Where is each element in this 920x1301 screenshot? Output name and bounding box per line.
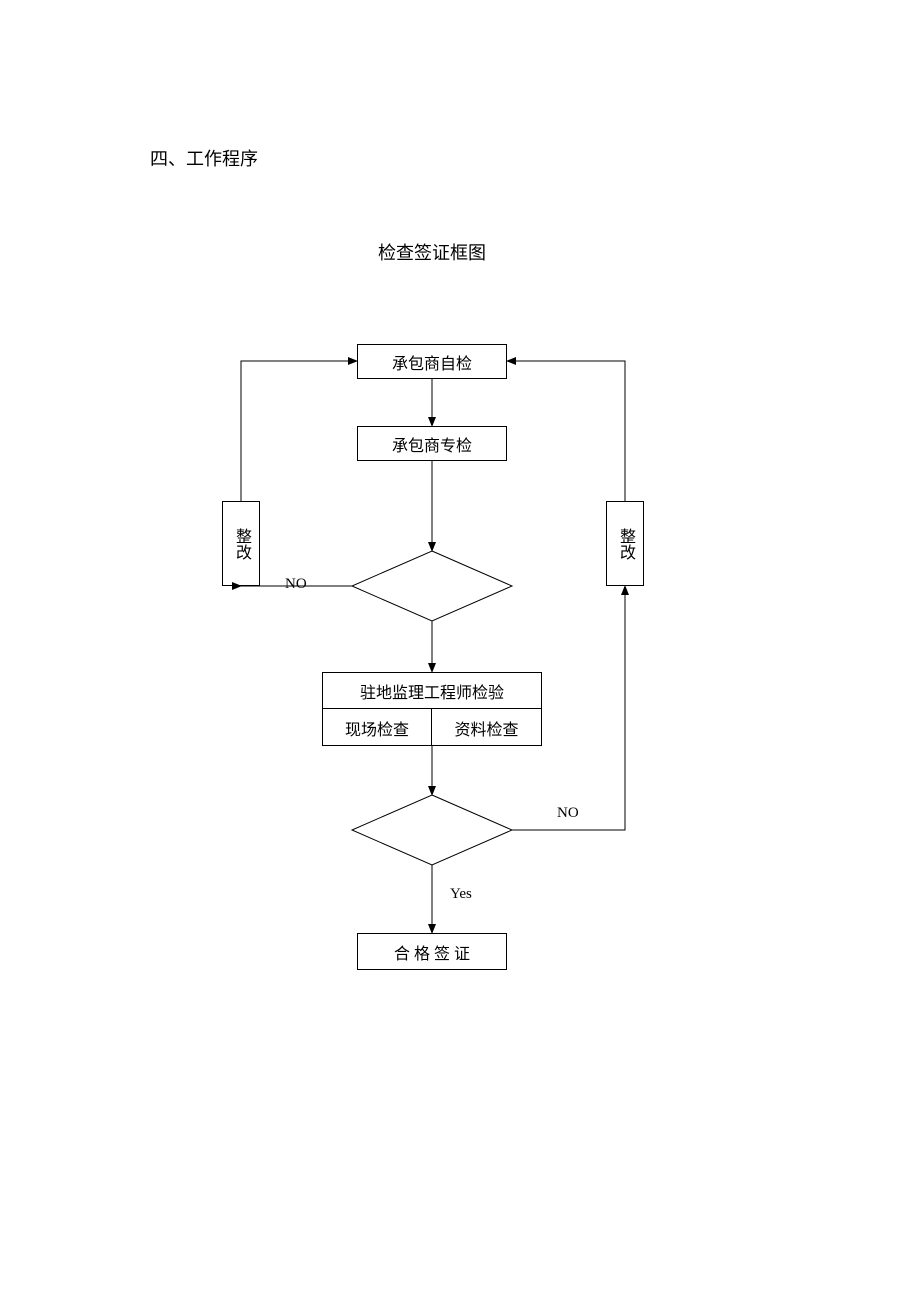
node-label: 承包商自检 xyxy=(392,350,472,374)
node-label: 资料检查 xyxy=(454,716,518,740)
node-rectify-left: 整改 xyxy=(222,501,260,586)
edge-rectifyright-selfcheck xyxy=(507,361,625,501)
node-rectify-right: 整改 xyxy=(606,501,644,586)
edge-label-yes: Yes xyxy=(450,886,472,903)
diagram-title: 检查签证框图 xyxy=(378,239,486,265)
edge-label-no-left: NO xyxy=(285,576,307,593)
node-self-check: 承包商自检 xyxy=(357,344,507,379)
flowchart-edges xyxy=(0,0,920,1301)
node-label: 整改 xyxy=(229,528,253,560)
node-label: 合 格 签 证 xyxy=(394,940,470,964)
edge-rectifyleft-selfcheck xyxy=(241,361,357,501)
node-label: 现场检查 xyxy=(345,716,409,740)
diamond-label-2: 判 断 xyxy=(406,820,478,844)
edge-label-no-right: NO xyxy=(557,805,579,822)
node-label: 驻地监理工程师检验 xyxy=(360,679,504,703)
node-qualified: 合 格 签 证 xyxy=(357,933,507,970)
flowchart-container: 四、工作程序 检查签证框图 承包商自检 承包商专检 整改 整改 驻地监理工程师检… xyxy=(0,0,920,1301)
diamond-label-1: 判 断 xyxy=(406,576,478,600)
node-engineer-inspection: 驻地监理工程师检验 现场检查 资料检查 xyxy=(322,672,542,746)
node-special-check: 承包商专检 xyxy=(357,426,507,461)
node-label: 整改 xyxy=(613,528,637,560)
node-label: 承包商专检 xyxy=(392,432,472,456)
section-heading: 四、工作程序 xyxy=(150,145,258,171)
